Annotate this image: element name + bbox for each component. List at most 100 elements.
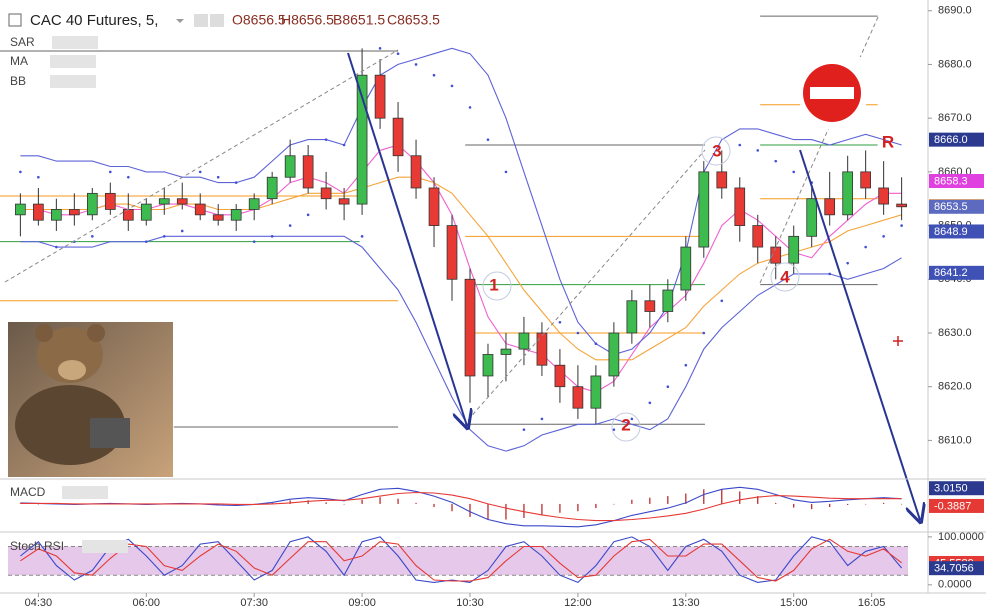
x-tick-label: 15:00 <box>780 597 808 609</box>
sar-dot <box>504 170 508 174</box>
histogram-bar <box>847 503 849 505</box>
candle-body <box>824 198 836 216</box>
wave-circle <box>770 262 800 292</box>
sar-dot <box>432 73 436 77</box>
sar-dot <box>324 138 328 141</box>
price-tag-label: -0.3887 <box>934 500 971 512</box>
candle-body <box>752 225 764 248</box>
price-tag <box>929 224 984 239</box>
sar-dot <box>558 320 562 324</box>
histogram-bar <box>757 496 759 504</box>
histogram-bar <box>19 503 21 504</box>
x-tick-label: 07:30 <box>240 597 268 609</box>
ohlc-low: B8651.5 <box>333 12 385 28</box>
trend-dashed <box>4 49 399 283</box>
band-fill <box>8 546 908 576</box>
settings-icon[interactable] <box>210 14 224 27</box>
sar-dot <box>342 143 346 147</box>
candle-body <box>140 203 152 221</box>
price-tag-label: 8658.3 <box>934 175 968 187</box>
candle-body <box>248 198 260 210</box>
candle-body <box>878 187 889 205</box>
sar-dot <box>144 240 148 243</box>
price-tag <box>929 265 984 280</box>
no-entry-bar <box>810 87 854 99</box>
bear-head <box>37 327 103 383</box>
sar-dot <box>216 175 220 179</box>
candle-body <box>176 198 188 205</box>
candle-body <box>15 203 26 216</box>
indicator-controls[interactable] <box>50 55 96 68</box>
histogram-bar <box>775 502 777 504</box>
indicator-label: BB <box>10 74 26 88</box>
sar-dot <box>594 342 598 346</box>
sar-dot <box>360 235 364 238</box>
candle-body <box>896 203 907 208</box>
histogram-bar <box>415 502 417 504</box>
histogram-bar <box>685 493 687 504</box>
candle-body <box>662 289 674 312</box>
y-tick-label: 0.0000 <box>938 579 972 591</box>
candle-body <box>446 225 458 280</box>
candle-body <box>536 332 548 366</box>
price-axis-bg <box>928 0 986 614</box>
sar-dot <box>882 235 885 238</box>
eye-icon[interactable] <box>194 14 208 27</box>
histogram-bar <box>631 499 633 504</box>
sar-dot <box>540 417 544 421</box>
indicator-controls[interactable] <box>62 486 108 499</box>
x-tick-label: 04:30 <box>25 597 53 609</box>
sar-dot <box>774 159 778 163</box>
price-pane <box>0 15 907 452</box>
x-tick-label: 09:00 <box>348 597 376 609</box>
y-tick-label: 8670.0 <box>938 112 972 124</box>
y-tick-label: 8620.0 <box>938 381 972 393</box>
sar-dot <box>756 149 760 152</box>
sar-dot <box>702 331 706 335</box>
sar-dot <box>630 417 634 421</box>
wave-label: 3 <box>712 141 721 160</box>
candle-body <box>356 74 368 205</box>
sar-dot <box>288 224 292 227</box>
candle-body <box>680 246 692 291</box>
histogram-bar <box>829 503 831 508</box>
candle-body <box>86 192 98 216</box>
annotations: 1 2 3 4 R <box>489 132 894 434</box>
sar-dot <box>900 224 903 227</box>
price-tag <box>929 561 984 576</box>
motorbike <box>90 418 130 448</box>
histogram-bar <box>901 503 903 505</box>
sar-dot <box>846 261 849 265</box>
y-tick-label: 8610.0 <box>938 434 972 446</box>
sar-dot <box>450 84 454 88</box>
sar-dot <box>198 170 202 174</box>
candle-body <box>104 192 116 210</box>
price-tag-label: 3.0150 <box>934 483 968 495</box>
indicator-line <box>20 538 902 582</box>
candle-body <box>284 155 296 178</box>
candle-body <box>266 176 278 200</box>
candle-body <box>212 214 224 221</box>
candle-body <box>302 155 314 189</box>
histogram-bar <box>649 497 651 504</box>
histogram-bar <box>703 489 705 504</box>
down-arrow <box>799 149 920 520</box>
sar-dot <box>792 170 796 174</box>
candle-body <box>590 375 602 409</box>
indicator-controls[interactable] <box>50 75 96 88</box>
candle-body <box>608 332 620 377</box>
sar-dot <box>91 235 94 238</box>
down-arrow <box>347 52 467 426</box>
sar-dot <box>522 428 526 431</box>
x-tick-label: 13:30 <box>672 597 700 609</box>
x-tick-label: 10:30 <box>456 597 484 609</box>
candle-body <box>68 209 80 216</box>
sar-dot <box>37 175 40 179</box>
histogram-bar <box>721 489 723 504</box>
indicator-controls[interactable] <box>52 36 98 49</box>
ohlc-open: O8656.5 <box>232 12 286 28</box>
histogram-bar <box>523 503 525 518</box>
indicator-controls[interactable] <box>82 540 128 553</box>
histogram-bar <box>469 503 471 517</box>
histogram-bar <box>379 497 381 504</box>
